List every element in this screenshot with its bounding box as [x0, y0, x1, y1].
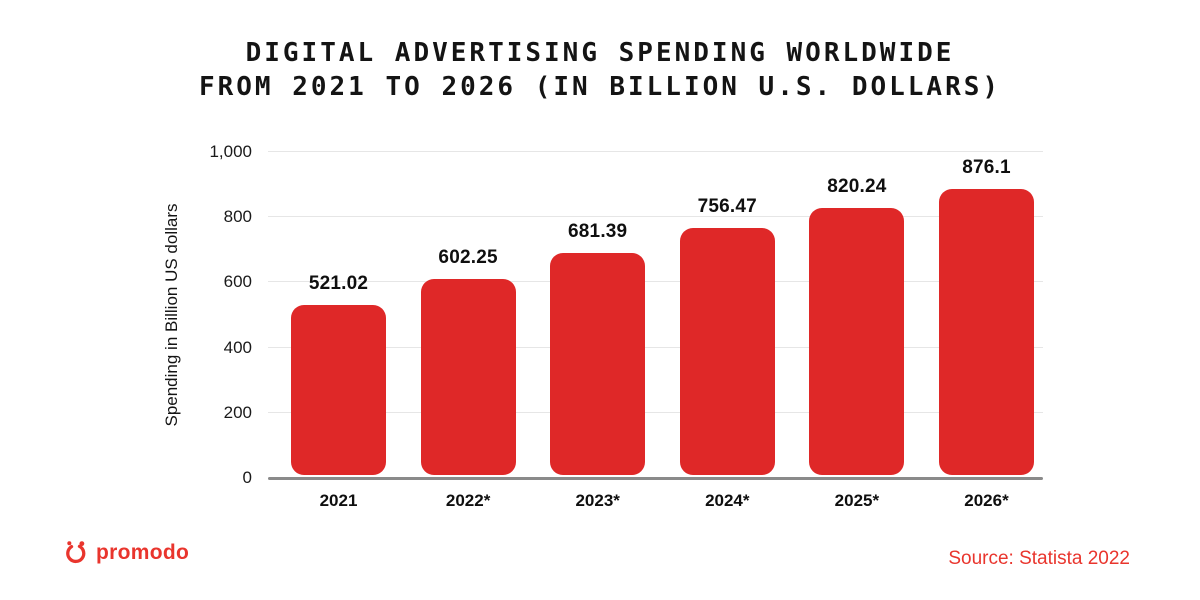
- gridline: [268, 346, 1043, 348]
- bar-value-label: 756.47: [697, 196, 757, 218]
- x-tick-label: 2026*: [964, 491, 1009, 510]
- bar-slot: 820.24 2025*: [809, 152, 905, 510]
- x-tick-label: 2025*: [834, 491, 880, 510]
- x-tick-label: 2021: [319, 491, 358, 510]
- bar-value-label: 521.02: [308, 273, 369, 295]
- promodo-logo-icon: [62, 539, 89, 566]
- bar: [420, 278, 516, 475]
- bar-slot: 756.47 2024*: [679, 152, 775, 510]
- x-axis-line: [268, 477, 1043, 480]
- bar-value-label: 681.39: [568, 220, 628, 242]
- y-tick-label: 200: [223, 402, 252, 422]
- x-tick-label: 2024*: [705, 491, 750, 510]
- source-credit: Source: Statista 2022: [948, 548, 1130, 569]
- y-tick-label: 400: [223, 337, 252, 357]
- y-tick-label: 800: [223, 207, 252, 227]
- chart-title-line-1: DIGITAL ADVERTISING SPENDING WORLDWIDE: [245, 38, 955, 68]
- y-tick-label: 0: [242, 468, 252, 487]
- y-axis-label: Spending in Billion US dollars: [162, 203, 181, 427]
- bar-slot: 876.1 2026*: [938, 152, 1034, 510]
- y-tick-label: 600: [223, 272, 252, 292]
- chart-title-line-2: FROM 2021 TO 2026 (IN BILLION U.S. DOLLA…: [198, 72, 1002, 102]
- gridline: [268, 281, 1043, 283]
- bar: [679, 228, 775, 475]
- gridline: [268, 411, 1043, 413]
- chart-title: DIGITAL ADVERTISING SPENDING WORLDWIDE F…: [0, 36, 1200, 104]
- x-tick-label: 2023*: [575, 491, 620, 510]
- gridline: [268, 216, 1043, 218]
- promodo-logo-text: promodo: [96, 540, 190, 564]
- bar: [291, 305, 386, 475]
- y-tick-label: 1,000: [209, 142, 252, 161]
- bar-value-label: 820.24: [827, 175, 887, 197]
- bar-slot: 602.25 2022*: [420, 152, 516, 510]
- bar: [550, 252, 646, 475]
- bars-row: 521.02 2021 602.25 2022* 681.39 2023* 756.47 20…: [268, 152, 1043, 510]
- bar-slot: 521.02 2021: [291, 152, 386, 510]
- bar-value-label: 602.25: [438, 246, 498, 268]
- gridline: [268, 151, 1043, 152]
- promodo-logo: promodo: [62, 539, 189, 566]
- plot-area: 0 200 400 600 800 1,000 521.02 2021 602.25 2022* 6…: [209, 142, 1043, 510]
- bar: [809, 207, 905, 475]
- bar: [938, 189, 1034, 475]
- bar-value-label: 876.1: [962, 157, 1011, 179]
- bar-slot: 681.39 2023*: [550, 152, 646, 510]
- x-tick-label: 2022*: [445, 491, 491, 510]
